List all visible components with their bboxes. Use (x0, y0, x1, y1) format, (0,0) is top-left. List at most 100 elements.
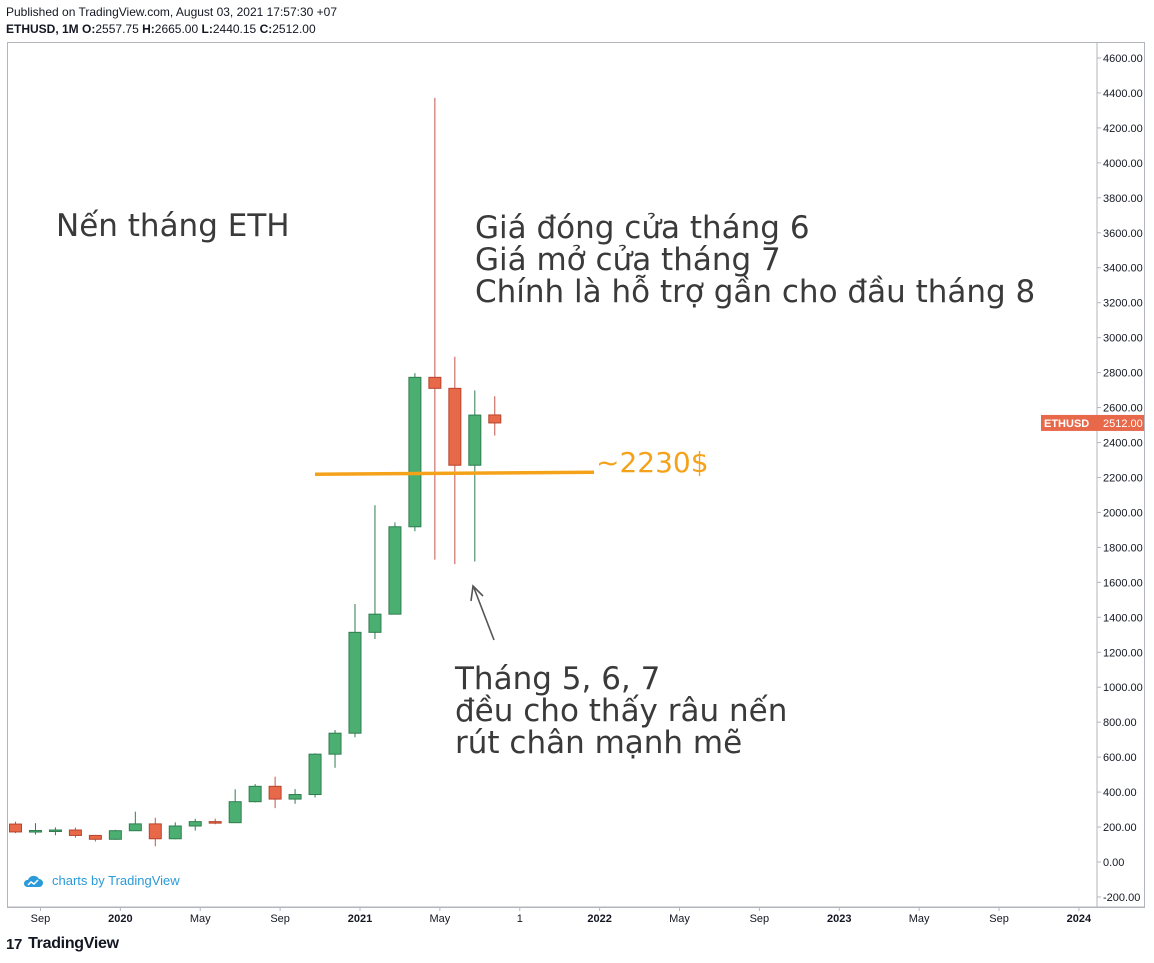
annotation-title: Nến tháng ETH (56, 208, 290, 244)
candle[interactable] (408, 373, 422, 532)
ohlc-legend: ETHUSD, 1M O:2557.75 H:2665.00 L:2440.15… (6, 22, 316, 36)
annotation-support-line-2: Giá mở cửa tháng 7 (475, 242, 781, 278)
candle-body (208, 821, 222, 824)
candle-body (488, 414, 502, 424)
candle[interactable] (328, 730, 342, 768)
high-value: 2665.00 (154, 22, 199, 36)
candles (9, 97, 502, 847)
time-axis[interactable]: Sep 2020 May Sep 2021 May 1 2022 May Sep 2023 May Se… (8, 906, 1145, 925)
candle-body (348, 631, 362, 734)
price-tag-value: 2512.00 (1103, 418, 1143, 430)
annotation-support-line-1: Giá đóng cửa tháng 6 (475, 210, 810, 246)
candle[interactable] (368, 505, 382, 639)
candle-body (408, 376, 422, 528)
price-tick-label: 2800.00 (1103, 368, 1143, 380)
candle[interactable] (288, 789, 302, 804)
candle-body (328, 732, 342, 755)
time-tick-label: 2020 (108, 913, 132, 925)
cloud-icon (23, 875, 43, 887)
candle-body (468, 414, 482, 466)
candle-body (368, 613, 382, 633)
candle-body (28, 830, 42, 833)
candle-body (68, 829, 82, 836)
candle-body (228, 801, 242, 824)
candle[interactable] (268, 776, 282, 809)
time-tick-label: 1 (517, 913, 523, 925)
candle-body (428, 376, 442, 389)
candle-body (288, 794, 302, 800)
candle[interactable] (48, 827, 62, 836)
candle[interactable] (248, 784, 262, 803)
low-value: 2440.15 (212, 22, 257, 36)
price-tick-label: 4000.00 (1103, 158, 1143, 170)
candle[interactable] (208, 818, 222, 825)
candle-body (148, 823, 162, 840)
price-tick-label: 2400.00 (1103, 438, 1143, 450)
candle[interactable] (88, 834, 102, 842)
annotation-support-line-3: Chính là hỗ trợ gần cho đầu tháng 8 (475, 274, 1035, 310)
arrow-icon (470, 584, 495, 641)
price-tick-label: 3400.00 (1103, 263, 1143, 275)
price-tick-label: 3800.00 (1103, 193, 1143, 205)
candle-body (168, 825, 182, 840)
open-value: 2557.75 (95, 22, 139, 36)
time-tick-label: Sep (750, 913, 770, 925)
tradingview-logo-icon: 17 (6, 935, 23, 953)
price-tick-label: 3000.00 (1103, 333, 1143, 345)
support-line[interactable] (314, 470, 595, 476)
candle[interactable] (168, 822, 182, 840)
time-tick-label: 2023 (827, 913, 851, 925)
candle-body (448, 387, 462, 466)
support-level-label: ~2230$ (596, 446, 709, 479)
time-tick-label: Sep (989, 913, 1009, 925)
open-label: O: (82, 22, 96, 36)
candle[interactable] (28, 823, 42, 835)
annotation-wick-line-1: Tháng 5, 6, 7 (454, 661, 660, 697)
price-tick-label: 0.00 (1103, 857, 1124, 869)
candle-body (268, 785, 282, 800)
price-tick-label: 1800.00 (1103, 542, 1143, 554)
candle-body (48, 829, 62, 833)
candle[interactable] (468, 390, 482, 562)
candle[interactable] (228, 789, 242, 824)
candle[interactable] (388, 522, 402, 615)
candle[interactable] (448, 356, 462, 565)
tradingview-logo[interactable]: 17 TradingView (6, 935, 119, 953)
time-tick-label: May (909, 913, 930, 925)
price-tag-symbol: ETHUSD (1044, 418, 1089, 430)
candle[interactable] (128, 811, 142, 832)
candle[interactable] (488, 396, 502, 436)
time-tick-label: 2021 (348, 913, 372, 925)
time-tick-label: 2024 (1067, 913, 1092, 925)
watermark-text: charts by TradingView (52, 873, 180, 888)
candle[interactable] (428, 97, 442, 560)
candle[interactable] (108, 829, 122, 840)
price-tick-label: 3600.00 (1103, 228, 1143, 240)
price-axis[interactable]: 4600.00 4400.00 4200.00 4000.00 3800.00 3600.… (1096, 43, 1143, 907)
high-label: H: (142, 22, 155, 36)
symbol-label: ETHUSD, 1M (6, 22, 79, 36)
price-tick-label: -200.00 (1103, 892, 1140, 904)
candle-body (308, 753, 322, 796)
published-info: Published on TradingView.com, August 03,… (6, 5, 338, 19)
candle[interactable] (348, 604, 362, 738)
candle[interactable] (148, 817, 162, 847)
annotation-wick-line-3: rút chân mạnh mẽ (455, 725, 742, 761)
annotation-wick-line-2: đều cho thấy râu nến (455, 693, 787, 729)
candle-body (388, 526, 402, 615)
price-tick-label: 1000.00 (1103, 682, 1143, 694)
price-tick-label: 800.00 (1103, 717, 1137, 729)
price-tick-label: 2000.00 (1103, 507, 1143, 519)
time-tick-label: 2022 (587, 913, 611, 925)
candle[interactable] (68, 827, 82, 838)
candle[interactable] (9, 821, 22, 834)
candle-body (108, 830, 122, 840)
tradingview-watermark[interactable]: charts by TradingView (22, 873, 180, 888)
time-tick-label: May (669, 913, 690, 925)
price-tick-label: 200.00 (1103, 822, 1137, 834)
price-tick-label: 4600.00 (1103, 53, 1143, 65)
candle[interactable] (188, 818, 202, 831)
tradingview-logo-text: TradingView (28, 935, 119, 952)
candle[interactable] (308, 753, 322, 798)
